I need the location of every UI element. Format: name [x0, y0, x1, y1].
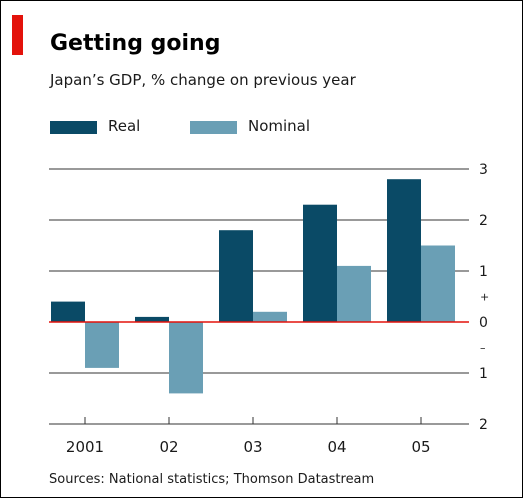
x-tick-label: 03	[243, 438, 262, 456]
bar-real	[303, 204, 337, 322]
bar-real	[135, 316, 169, 322]
bar-nominal	[85, 322, 119, 368]
chart-title: Getting going	[50, 31, 221, 56]
x-tick-label: 2001	[66, 438, 104, 456]
bar-nominal	[253, 311, 287, 322]
bar-nominal	[421, 245, 455, 322]
y-sign-minus: –	[480, 342, 486, 355]
y-tick-label: 2	[479, 417, 488, 433]
x-tick-label: 02	[159, 438, 178, 456]
y-tick-label: 1	[479, 366, 488, 382]
y-tick-label: 2	[479, 213, 488, 229]
legend-label-real: Real	[108, 117, 141, 135]
bar-nominal	[337, 265, 371, 322]
legend-swatch-real	[50, 121, 97, 134]
chart-subtitle: Japan’s GDP, % change on previous year	[50, 71, 356, 89]
bar-real	[51, 301, 85, 322]
source-note: Sources: National statistics; Thomson Da…	[49, 472, 375, 487]
legend-swatch-nominal	[190, 121, 237, 134]
bar-real	[387, 179, 421, 322]
y-tick-label: 3	[479, 162, 488, 178]
y-tick-label: 0	[479, 315, 488, 331]
bar-real	[219, 230, 253, 322]
legend-label-nominal: Nominal	[248, 117, 311, 135]
bar-nominal	[169, 322, 203, 394]
x-tick-label: 04	[327, 438, 346, 456]
red-accent-tab	[12, 15, 23, 55]
y-tick-label: 1	[479, 264, 488, 280]
y-sign-plus: +	[480, 291, 489, 304]
x-tick-label: 05	[411, 438, 430, 456]
